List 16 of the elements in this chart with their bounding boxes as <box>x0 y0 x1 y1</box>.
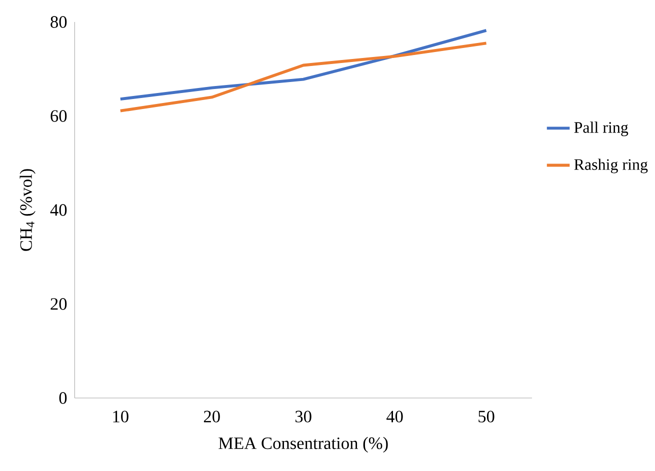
y-tick-label: 40 <box>50 204 67 216</box>
legend-label: Rashig ring <box>574 158 648 174</box>
y-tick-label: 60 <box>50 110 67 122</box>
y-tick-label: 20 <box>50 298 67 310</box>
x-axis-title: MEA Consentration (%) <box>218 436 388 453</box>
x-tick-label: 20 <box>204 410 220 422</box>
x-tick-label: 10 <box>113 410 128 422</box>
legend-label: Pall ring <box>574 122 628 136</box>
x-tick-label: 40 <box>386 410 403 422</box>
x-tick-label: 30 <box>296 410 312 422</box>
line-series <box>118 28 488 101</box>
line-series <box>118 42 488 112</box>
y-axis-title: CH$_{4}$ (%vol) <box>20 169 36 251</box>
x-tick-label: 50 <box>478 410 494 422</box>
y-tick-label: 80 <box>50 16 67 28</box>
y-tick-label: 0 <box>59 392 67 404</box>
